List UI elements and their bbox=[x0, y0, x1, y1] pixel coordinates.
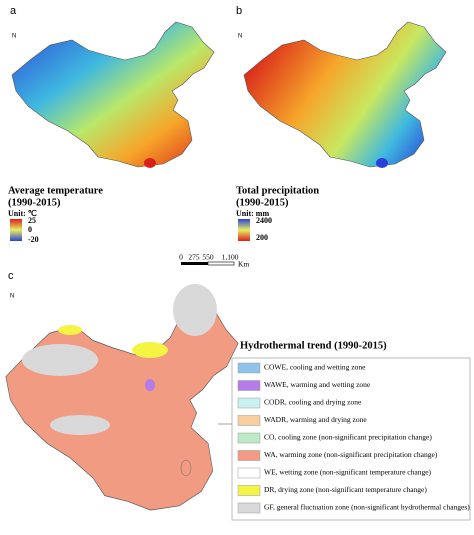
zone bbox=[132, 342, 168, 358]
precipitation-map bbox=[243, 21, 447, 168]
scale-unit: Km bbox=[238, 260, 249, 269]
panel-label: b bbox=[236, 5, 242, 17]
legend-label: CODR, cooling and drying zone bbox=[264, 398, 362, 407]
scale-segment bbox=[181, 262, 208, 265]
panel-a: a N Average temperature (1990-2015) Unit… bbox=[8, 5, 215, 244]
legend-swatch bbox=[237, 450, 261, 461]
map-title: Total precipitation bbox=[236, 185, 319, 196]
island bbox=[376, 158, 388, 168]
unit: Unit: ℃ bbox=[8, 209, 37, 218]
scale-label: 25 bbox=[28, 216, 36, 225]
zone bbox=[58, 325, 82, 335]
island bbox=[180, 459, 192, 477]
scale-label: -20 bbox=[28, 235, 39, 244]
zone bbox=[50, 415, 110, 435]
legend-swatch bbox=[237, 415, 261, 426]
scale-tick: 1,100 bbox=[222, 253, 239, 262]
map-title: (1990-2015) bbox=[8, 197, 61, 208]
north-arrow: N bbox=[10, 294, 14, 300]
legend-label: CO, cooling zone (non-significant precip… bbox=[264, 433, 432, 442]
legend: COWE, cooling and wetting zone WAWE, warm… bbox=[237, 362, 470, 514]
legend-swatch bbox=[237, 432, 261, 444]
legend-label: GF, general fluctuation zone (non-signif… bbox=[264, 503, 470, 512]
panel-c: c N Hydrothermal trend (1990-2015) COWE,… bbox=[5, 270, 471, 521]
temperature-map bbox=[11, 21, 215, 168]
scale-tick: 0 bbox=[179, 253, 183, 262]
panel-label: a bbox=[10, 5, 17, 17]
legend-swatch bbox=[237, 380, 261, 391]
map-title: Average temperature bbox=[8, 185, 103, 196]
legend-label: WADR, warming and drying zone bbox=[264, 415, 367, 424]
zone bbox=[145, 379, 155, 391]
unit: Unit: mm bbox=[236, 209, 269, 218]
legend-label: DR, drying zone (non-significant tempera… bbox=[264, 485, 427, 494]
legend-swatch bbox=[237, 485, 261, 496]
map-title: (1990-2015) bbox=[236, 197, 289, 208]
color-scale bbox=[238, 219, 250, 241]
scale-segment bbox=[207, 261, 235, 266]
legend-swatch bbox=[237, 362, 261, 374]
scale-tick: 550 bbox=[202, 253, 214, 262]
north-arrow: N bbox=[238, 34, 242, 40]
north-arrow: N bbox=[12, 34, 16, 40]
panel-b: b N Total precipitation (1990-2015) Unit… bbox=[236, 5, 447, 242]
island bbox=[144, 158, 156, 168]
panel-label: c bbox=[8, 270, 14, 282]
scale-tick: 275 bbox=[188, 253, 200, 262]
color-scale bbox=[10, 219, 22, 241]
legend-swatch bbox=[237, 467, 261, 479]
scale-label: 200 bbox=[256, 233, 268, 242]
legend-title: Hydrothermal trend (1990-2015) bbox=[240, 340, 387, 351]
zone bbox=[173, 284, 217, 336]
legend-label: WAWE, warming and wetting zone bbox=[264, 380, 371, 389]
scale-label: 0 bbox=[28, 225, 32, 234]
legend-box bbox=[231, 357, 471, 521]
legend-label: COWE, cooling and wetting zone bbox=[264, 363, 366, 372]
legend-swatch bbox=[237, 397, 261, 409]
scale-bar: 0 275 550 1,100 Km bbox=[179, 253, 249, 269]
zone bbox=[22, 344, 98, 376]
scale-label: 2400 bbox=[256, 216, 272, 225]
legend-label: WA, warming zone (non-significant precip… bbox=[264, 450, 438, 459]
legend-swatch bbox=[237, 502, 261, 514]
legend-label: WE, wetting zone (non-significant temper… bbox=[264, 468, 432, 477]
